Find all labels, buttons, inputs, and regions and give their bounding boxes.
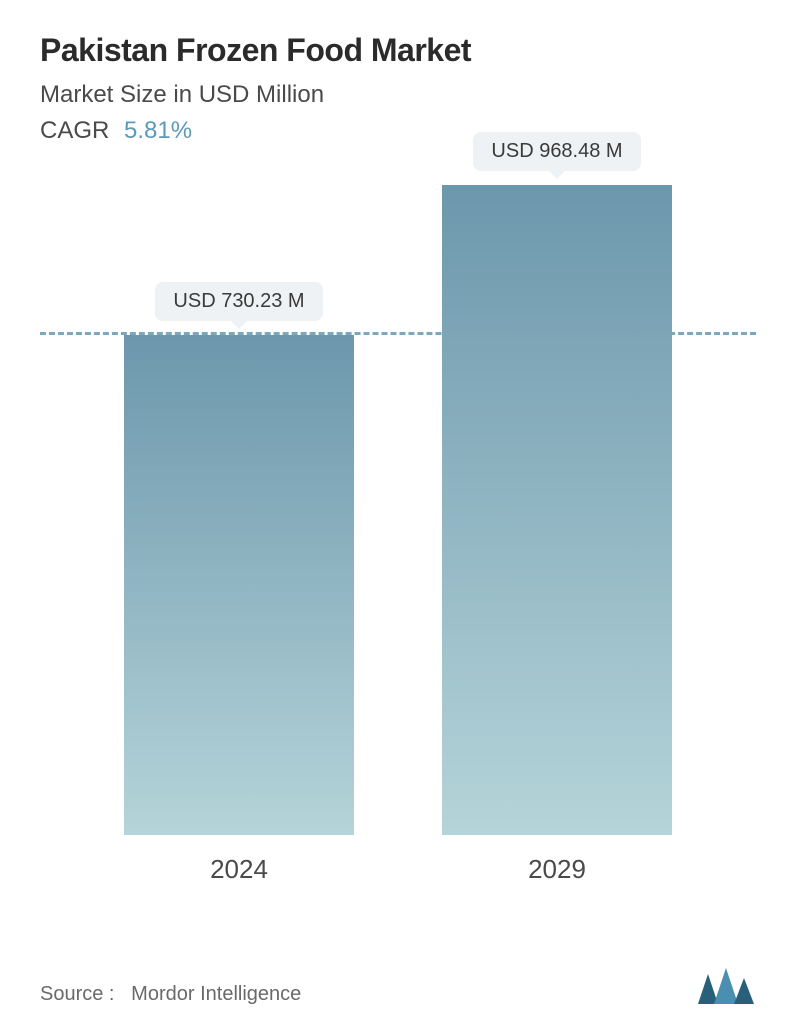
x-axis-label: 2024	[124, 854, 354, 885]
bar-group: USD 968.48 M	[442, 185, 672, 835]
source-name: Mordor Intelligence	[131, 983, 301, 1005]
bar-value-label: USD 968.48 M	[473, 132, 640, 171]
x-axis-labels: 2024 2029	[40, 854, 756, 885]
source-attribution: Source : Mordor Intelligence	[40, 983, 301, 1006]
bar-value-label: USD 730.23 M	[155, 282, 322, 321]
source-label: Source :	[40, 983, 114, 1005]
cagr-value: 5.81%	[124, 117, 192, 144]
bar	[124, 335, 354, 835]
cagr-row: CAGR 5.81%	[40, 117, 756, 145]
cagr-label: CAGR	[40, 117, 109, 144]
chart-subtitle: Market Size in USD Million	[40, 81, 756, 109]
brand-logo-icon	[696, 966, 756, 1006]
bars-container: USD 730.23 M USD 968.48 M	[40, 185, 756, 835]
chart-title: Pakistan Frozen Food Market	[40, 32, 756, 69]
chart-footer: Source : Mordor Intelligence	[40, 966, 756, 1006]
bar-group: USD 730.23 M	[124, 335, 354, 835]
chart-area: USD 730.23 M USD 968.48 M 2024 2029	[40, 185, 756, 885]
bar	[442, 185, 672, 835]
x-axis-label: 2029	[442, 854, 672, 885]
